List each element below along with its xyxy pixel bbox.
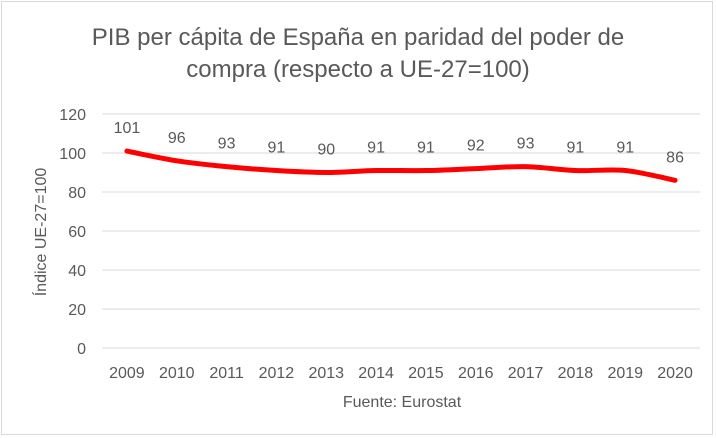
x-tick-label: 2013 <box>308 365 344 382</box>
data-label: 91 <box>367 140 385 157</box>
data-label: 91 <box>268 140 286 157</box>
data-label: 91 <box>417 140 435 157</box>
y-tick-label: 60 <box>68 224 86 241</box>
x-tick-label: 2019 <box>607 365 643 382</box>
y-tick-label: 80 <box>68 185 86 202</box>
data-label: 91 <box>567 140 585 157</box>
data-label: 90 <box>317 142 335 159</box>
y-tick-label: 100 <box>59 146 86 163</box>
data-label: 96 <box>168 130 186 147</box>
data-label: 91 <box>616 140 634 157</box>
x-tick-label: 2009 <box>109 365 145 382</box>
y-axis-label: Índice UE-27=100 <box>31 168 50 297</box>
y-tick-label: 40 <box>68 263 86 280</box>
series-line <box>124 148 678 183</box>
x-tick-label: 2011 <box>209 365 244 382</box>
y-tick-label: 20 <box>68 302 86 319</box>
x-axis-label: Fuente: Eurostat <box>343 394 462 411</box>
x-tick-label: 2016 <box>458 365 494 382</box>
x-tick-label: 2017 <box>508 365 544 382</box>
chart-title: PIB per cápita de España en paridad del … <box>0 22 716 86</box>
y-tick-label: 120 <box>59 107 86 124</box>
x-tick-label: 2018 <box>558 365 594 382</box>
data-label: 93 <box>517 136 535 153</box>
x-tick-label: 2020 <box>657 365 693 382</box>
data-label: 101 <box>114 120 141 137</box>
x-tick-label: 2012 <box>259 365 295 382</box>
x-tick-label: 2014 <box>358 365 394 382</box>
y-tick-label: 0 <box>77 341 86 358</box>
x-tick-label: 2015 <box>408 365 444 382</box>
x-tick-label: 2010 <box>159 365 195 382</box>
title-line-2: compra (respecto a UE-27=100) <box>186 56 530 83</box>
title-line-1: PIB per cápita de España en paridad del … <box>91 24 625 51</box>
data-label: 93 <box>218 136 236 153</box>
data-label: 86 <box>666 149 684 166</box>
data-label: 92 <box>467 138 485 155</box>
